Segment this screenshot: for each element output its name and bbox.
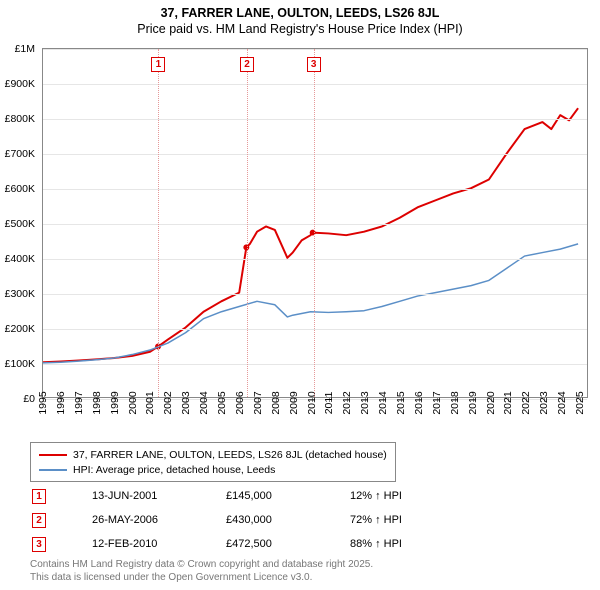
y-axis-label: £1M <box>0 43 35 55</box>
x-axis-label: 2000 <box>127 391 139 414</box>
footnote-1: Contains HM Land Registry data © Crown c… <box>30 559 373 570</box>
x-axis-label: 2008 <box>270 391 282 414</box>
x-axis-label: 2015 <box>395 391 407 414</box>
chart-svg <box>43 49 587 397</box>
x-axis-label: 1999 <box>109 391 121 414</box>
x-axis-label: 2020 <box>485 391 497 414</box>
ygrid-line <box>43 84 587 85</box>
ygrid-line <box>43 49 587 50</box>
x-axis-label: 2024 <box>556 391 568 414</box>
y-axis-label: £700K <box>0 148 35 160</box>
x-axis-label: 1998 <box>91 391 103 414</box>
x-axis-label: 2018 <box>449 391 461 414</box>
ygrid-line <box>43 154 587 155</box>
y-axis-label: £0 <box>0 393 35 405</box>
series-line <box>43 108 578 362</box>
x-axis-label: 2017 <box>431 391 443 414</box>
transaction-price: £145,000 <box>226 490 346 502</box>
transaction-table: 1 13-JUN-2001 £145,000 12% ↑ HPI 2 26-MAY-200… <box>30 484 584 556</box>
transaction-date: 13-JUN-2001 <box>92 490 222 502</box>
legend-row: HPI: Average price, detached house, Leed… <box>39 462 387 477</box>
transaction-delta: 12% ↑ HPI <box>350 490 470 502</box>
transaction-row: 2 26-MAY-2006 £430,000 72% ↑ HPI <box>30 508 584 532</box>
y-axis-label: £200K <box>0 323 35 335</box>
x-axis-label: 2014 <box>377 391 389 414</box>
x-axis-label: 2012 <box>341 391 353 414</box>
transaction-row: 3 12-FEB-2010 £472,500 88% ↑ HPI <box>30 532 584 556</box>
transaction-delta: 88% ↑ HPI <box>350 538 470 550</box>
transaction-row: 1 13-JUN-2001 £145,000 12% ↑ HPI <box>30 484 584 508</box>
x-axis-label: 1995 <box>37 391 49 414</box>
y-axis-label: £400K <box>0 253 35 265</box>
ygrid-line <box>43 224 587 225</box>
legend-label: 37, FARRER LANE, OULTON, LEEDS, LS26 8JL… <box>73 449 387 461</box>
title-block: 37, FARRER LANE, OULTON, LEEDS, LS26 8JL… <box>0 0 600 36</box>
title: 37, FARRER LANE, OULTON, LEEDS, LS26 8JL <box>0 6 600 20</box>
x-axis-label: 2009 <box>288 391 300 414</box>
transaction-date: 12-FEB-2010 <box>92 538 222 550</box>
legend-row: 37, FARRER LANE, OULTON, LEEDS, LS26 8JL… <box>39 447 387 462</box>
transaction-marker-box: 2 <box>240 57 254 72</box>
footnote: Contains HM Land Registry data © Crown c… <box>30 559 584 584</box>
transaction-vline <box>314 49 315 397</box>
subtitle: Price paid vs. HM Land Registry's House … <box>0 22 600 36</box>
transaction-vline <box>158 49 159 397</box>
transaction-price: £472,500 <box>226 538 346 550</box>
x-axis-label: 2022 <box>520 391 532 414</box>
x-axis-label: 2025 <box>574 391 586 414</box>
transaction-marker-box: 3 <box>307 57 321 72</box>
x-axis-label: 2019 <box>467 391 479 414</box>
transaction-number: 1 <box>32 489 46 504</box>
x-axis-label: 2011 <box>323 392 335 415</box>
transaction-vline <box>247 49 248 397</box>
x-axis-label: 2002 <box>162 391 174 414</box>
footnote-2: This data is licensed under the Open Gov… <box>30 572 312 583</box>
legend-swatch <box>39 454 67 456</box>
transaction-delta: 72% ↑ HPI <box>350 514 470 526</box>
x-axis-label: 1997 <box>73 391 85 414</box>
x-axis-label: 2001 <box>144 391 156 414</box>
ygrid-line <box>43 294 587 295</box>
legend-label: HPI: Average price, detached house, Leed… <box>73 464 275 476</box>
transaction-marker-box: 1 <box>151 57 165 72</box>
x-axis-label: 2010 <box>306 391 318 414</box>
y-axis-label: £500K <box>0 218 35 230</box>
x-axis-label: 2006 <box>234 391 246 414</box>
y-axis-label: £900K <box>0 78 35 90</box>
price-chart: £0£100K£200K£300K£400K£500K£600K£700K£80… <box>42 48 588 398</box>
ygrid-line <box>43 329 587 330</box>
transaction-price: £430,000 <box>226 514 346 526</box>
x-axis-label: 2016 <box>413 391 425 414</box>
x-axis-label: 2023 <box>538 391 550 414</box>
legend: 37, FARRER LANE, OULTON, LEEDS, LS26 8JL… <box>30 442 396 482</box>
y-axis-label: £300K <box>0 288 35 300</box>
x-axis-label: 2003 <box>180 391 192 414</box>
x-axis-label: 2007 <box>252 391 264 414</box>
x-axis-label: 1996 <box>55 391 67 414</box>
series-line <box>43 244 578 363</box>
x-axis-label: 2005 <box>216 391 228 414</box>
ygrid-line <box>43 364 587 365</box>
y-axis-label: £800K <box>0 113 35 125</box>
transaction-number: 2 <box>32 513 46 528</box>
x-axis-label: 2021 <box>502 391 514 414</box>
ygrid-line <box>43 189 587 190</box>
x-axis-label: 2004 <box>198 391 210 414</box>
ygrid-line <box>43 259 587 260</box>
ygrid-line <box>43 119 587 120</box>
y-axis-label: £600K <box>0 183 35 195</box>
y-axis-label: £100K <box>0 358 35 370</box>
transaction-number: 3 <box>32 537 46 552</box>
legend-swatch <box>39 469 67 471</box>
transaction-date: 26-MAY-2006 <box>92 514 222 526</box>
x-axis-label: 2013 <box>359 391 371 414</box>
